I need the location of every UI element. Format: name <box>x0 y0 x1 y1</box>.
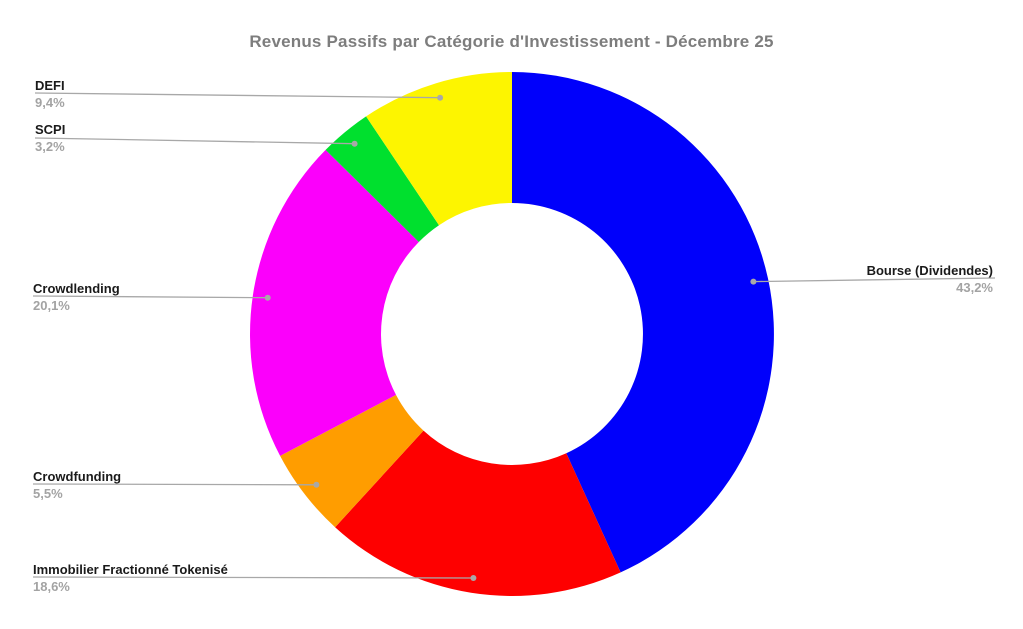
callout-line-5 <box>34 92 441 99</box>
donut-slice-3 <box>250 149 419 456</box>
donut-slice-4 <box>325 116 439 242</box>
slice-label: Crowdfunding <box>33 469 122 484</box>
donut-slice-1 <box>335 430 621 596</box>
slice-percentage: 3,2% <box>35 139 65 154</box>
slice-label: Immobilier Fractionné Tokenisé <box>33 562 228 577</box>
slice-callout-immobilier: Immobilier Fractionné Tokenisé 18,6% <box>33 563 228 593</box>
callout-line-1 <box>32 576 474 579</box>
callout-lines <box>32 92 996 581</box>
slice-percentage: 5,5% <box>33 486 63 501</box>
callout-dot-5 <box>437 94 444 101</box>
slice-percentage: 18,6% <box>33 579 70 594</box>
callout-dot-0 <box>750 278 757 285</box>
callout-dot-1 <box>470 575 477 581</box>
slice-callout-crowdlending: Crowdlending 20,1% <box>33 282 120 312</box>
callout-dot-2 <box>313 481 320 488</box>
callout-line-0 <box>753 277 996 283</box>
callout-line-3 <box>32 295 268 299</box>
slice-percentage: 20,1% <box>33 298 70 313</box>
slice-label: SCPI <box>35 122 66 137</box>
slice-percentage: 43,2% <box>956 280 993 295</box>
callout-line-2 <box>32 483 317 486</box>
slice-percentage: 9,4% <box>35 95 65 110</box>
chart-title: Revenus Passifs par Catégorie d'Investis… <box>249 32 774 51</box>
callout-dot-3 <box>264 294 271 301</box>
donut-slice-5 <box>366 72 512 226</box>
slice-callout-defi: DEFI 9,4% <box>35 79 65 109</box>
slice-label: Crowdlending <box>33 281 120 296</box>
slice-callout-crowdfunding: Crowdfunding 5,5% <box>33 470 121 500</box>
donut-slice-0 <box>512 72 774 573</box>
callout-line-4 <box>34 137 355 145</box>
slice-label: Bourse (Dividendes) <box>866 263 993 278</box>
donut-slice-2 <box>280 394 424 528</box>
donut-slices <box>250 72 774 596</box>
slice-callout-bourse: Bourse (Dividendes) 43,2% <box>867 264 993 294</box>
slice-label: DEFI <box>35 78 65 93</box>
callout-dot-4 <box>351 140 358 147</box>
slice-callout-scpi: SCPI 3,2% <box>35 123 65 153</box>
